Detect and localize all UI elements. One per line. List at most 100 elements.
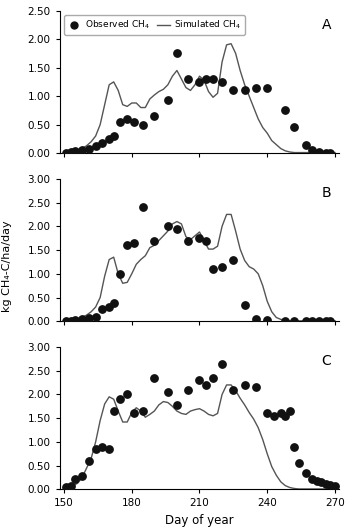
Point [79,315,85,323]
Point [231,385,236,394]
Point [131,118,137,126]
Point [282,412,288,420]
Point [152,373,157,382]
Point [265,409,270,418]
Point [197,376,202,385]
Point [106,135,112,143]
Point [100,305,105,314]
Point [111,299,117,307]
Point [210,373,216,382]
Point [303,140,308,149]
Point [63,317,69,326]
Point [131,409,137,418]
Point [86,456,92,465]
Point [328,148,333,157]
Point [210,75,216,84]
Point [86,144,92,153]
Point [203,75,209,84]
Point [111,132,117,140]
Point [253,84,259,92]
Point [165,96,171,104]
Point [186,385,191,394]
Text: A: A [322,18,331,32]
Point [292,443,297,451]
Point [253,314,259,323]
Point [219,262,225,271]
Point [314,477,320,485]
Point [282,106,288,115]
Point [68,148,74,156]
Point [231,255,236,264]
Point [118,395,123,403]
Point [186,236,191,245]
Point [152,112,157,120]
Point [106,445,112,453]
Point [125,115,130,123]
Point [323,317,329,325]
Point [140,407,146,415]
Point [63,149,69,157]
Point [63,483,69,492]
X-axis label: Day of year: Day of year [165,514,234,527]
Point [86,314,92,323]
Point [316,148,322,156]
Point [332,481,338,490]
Point [106,303,112,311]
Point [140,120,146,129]
Point [242,301,247,309]
Point [186,75,191,84]
Point [174,49,180,57]
Text: C: C [321,354,331,368]
Point [111,407,117,415]
Point [203,236,209,245]
Point [93,312,98,321]
Point [265,84,270,92]
Point [100,443,105,451]
Point [310,317,315,325]
Point [125,390,130,398]
Point [303,469,308,477]
Point [292,123,297,132]
Point [93,445,98,453]
Point [316,317,322,325]
Point [310,146,315,154]
Point [72,475,78,483]
Point [323,148,329,157]
Point [72,316,78,325]
Point [118,270,123,278]
Point [93,142,98,151]
Point [310,475,315,483]
Point [303,317,308,325]
Point [318,478,324,487]
Point [265,316,270,325]
Point [271,412,277,420]
Point [197,78,202,86]
Point [79,146,85,154]
Point [328,480,333,489]
Text: B: B [321,186,331,200]
Point [219,359,225,368]
Point [210,265,216,273]
Point [72,147,78,156]
Point [165,388,171,396]
Point [323,479,329,488]
Point [278,409,284,418]
Point [296,459,302,468]
Point [68,481,74,490]
Point [282,317,288,325]
Point [125,241,130,250]
Point [131,239,137,247]
Legend: Observed CH$_4$, Simulated CH$_4$: Observed CH$_4$, Simulated CH$_4$ [64,15,245,35]
Point [68,317,74,325]
Point [174,401,180,409]
Text: kg CH₄-C/ha/day: kg CH₄-C/ha/day [2,220,12,312]
Point [219,78,225,86]
Point [100,139,105,147]
Point [231,86,236,95]
Point [242,86,247,95]
Point [203,381,209,389]
Point [79,472,85,480]
Point [118,118,123,126]
Point [253,383,259,392]
Point [287,407,293,415]
